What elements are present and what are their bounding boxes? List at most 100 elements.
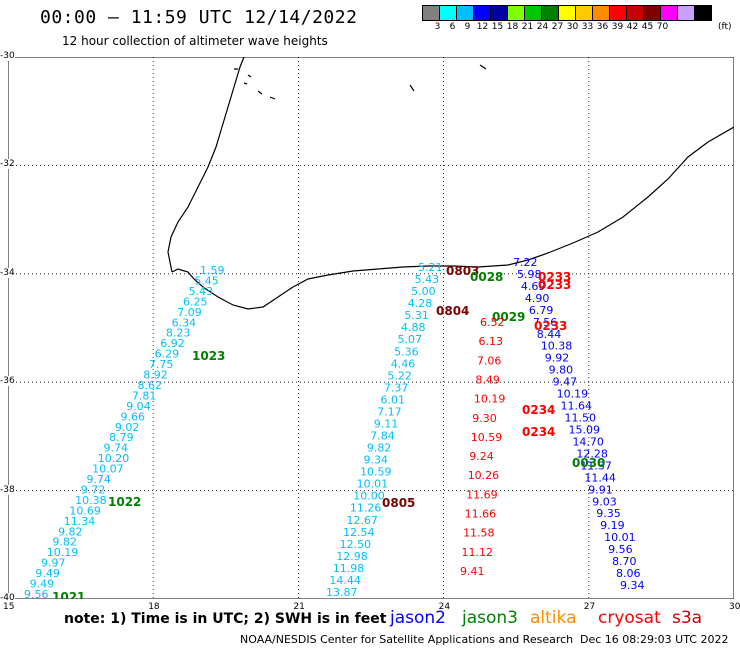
map-title: 00:00 – 11:59 UTC 12/14/2022: [40, 7, 358, 28]
wave-height-label: 6.01: [381, 393, 406, 406]
wave-height-label: 10.38: [75, 494, 107, 507]
colorbar-unit: (ft): [718, 22, 732, 32]
colorbar-swatch: [626, 5, 644, 21]
wave-height-label: 9.92: [545, 352, 570, 365]
colorbar-swatch: [575, 5, 593, 21]
credit-text: NOAA/NESDIS Center for Satellite Applica…: [240, 633, 574, 646]
wave-height-label: 11.37: [580, 459, 612, 472]
satellite-legend-cryosat: cryosat: [598, 608, 661, 628]
wave-height-label: 9.74: [103, 442, 128, 455]
colorbar-tick-label: 18: [506, 22, 519, 32]
longitude-label: 27: [583, 602, 596, 612]
longitude-label: 18: [148, 602, 160, 612]
wave-height-label: 11.50: [565, 412, 597, 425]
wave-height-label: 5.21: [418, 261, 443, 274]
wave-height-label: 11.12: [462, 546, 494, 559]
wave-height-label: 8.49: [475, 373, 500, 386]
longitude-label: 21: [293, 602, 305, 612]
pass-time-label: 0233: [538, 278, 571, 292]
wave-height-label: 9.24: [469, 450, 494, 463]
pass-time-label: 0233: [534, 319, 567, 333]
wave-height-label: 10.69: [69, 504, 101, 517]
wave-height-label: 5.22: [387, 369, 412, 382]
wave-height-label: 5.98: [517, 268, 542, 281]
wave-height-label: 4.90: [525, 292, 550, 305]
colorbar-swatch: [609, 5, 627, 21]
wave-height-label: 8.23: [166, 327, 191, 340]
colorbar-swatch: [558, 5, 576, 21]
wave-height-label: 9.56: [24, 588, 49, 599]
wave-height-label: 10.00: [353, 490, 385, 503]
wave-height-label: 9.74: [86, 473, 111, 486]
pass-time-label: 0234: [522, 403, 555, 417]
wave-height-label: 4.46: [391, 357, 416, 370]
satellite-legend-s3a: s3a: [672, 608, 703, 628]
pass-time-label: 1021: [52, 590, 85, 599]
wave-height-label: 12.98: [336, 550, 368, 563]
latitude-label: -40: [0, 593, 15, 603]
colorbar-tick-label: 30: [566, 22, 579, 32]
wave-height-label: 10.20: [98, 452, 130, 465]
wave-height-label: 9.47: [553, 376, 578, 389]
wave-height-label: 8.79: [109, 431, 133, 444]
satellite-legend-jason2: jason2: [390, 608, 446, 628]
colorbar-swatch: [490, 5, 508, 21]
pass-time-label: 0805: [382, 496, 415, 510]
wave-height-label: 8.70: [612, 555, 637, 568]
latitude-label: -38: [0, 484, 15, 495]
colorbar-tick-label: 42: [626, 22, 639, 32]
map-subtitle: 12 hour collection of altimeter wave hei…: [62, 34, 328, 48]
wave-height-label: 9.34: [363, 454, 388, 467]
colorbar-swatch: [541, 5, 559, 21]
colorbar-labels: 3 6 9 12 15 18 21 24 27 30 33 36 39 42 45 70: [422, 22, 670, 32]
wave-height-label: 10.01: [357, 478, 389, 491]
wave-height-label: 8.06: [616, 567, 641, 580]
colorbar-tick-label: 70: [656, 22, 669, 32]
pass-time-label: 0029: [492, 310, 525, 324]
wave-height-label: 9.82: [58, 525, 82, 538]
wave-height-label: 4.28: [408, 297, 433, 310]
wave-height-label: 9.97: [41, 557, 66, 570]
wave-height-label: 5.43: [415, 273, 440, 286]
wave-height-label: 14.44: [329, 574, 361, 587]
colorbar-swatch: [456, 5, 474, 21]
wave-height-label: 9.35: [596, 507, 621, 520]
pass-time-label: 0233: [538, 270, 571, 284]
wave-height-label: 6.79: [529, 304, 554, 317]
wave-height-label: 10.19: [474, 393, 506, 406]
longitude-label: 30: [729, 602, 740, 612]
wave-height-label: 11.98: [333, 562, 365, 575]
wave-height-label: 6.29: [155, 348, 180, 361]
wave-height-label: 8.92: [143, 369, 168, 382]
wave-height-label: 9.41: [460, 565, 485, 578]
wave-height-label: 10.07: [92, 463, 124, 476]
colorbar-tick-label: 6: [449, 22, 456, 32]
wave-height-label: 9.34: [620, 579, 645, 592]
wave-height-tracks: 1.595.455.436.257.096.348.236.926.297.75…: [24, 256, 645, 599]
wave-height-label: 6.13: [478, 335, 503, 348]
colorbar-tick-label: 24: [536, 22, 549, 32]
pass-time-label: 1023: [192, 349, 225, 363]
wave-height-label: 14.70: [572, 435, 604, 448]
wave-height-label: 5.36: [394, 345, 419, 358]
wave-height-label: 9.49: [30, 578, 55, 591]
wave-height-label: 9.80: [549, 364, 574, 377]
wave-height-label: 11.58: [463, 527, 495, 540]
wave-height-label: 7.81: [132, 389, 157, 402]
colorbar-tick-label: 33: [581, 22, 594, 32]
wave-height-label: 11.44: [584, 471, 616, 484]
pass-time-label: 0028: [470, 270, 503, 284]
colorbar-tick-label: 39: [611, 22, 624, 32]
wave-height-label: 5.31: [404, 309, 429, 322]
longitude-label: 15: [3, 602, 15, 612]
wave-height-label: 11.26: [350, 502, 382, 515]
wave-height-label: 7.22: [513, 256, 538, 269]
wave-height-label: 9.66: [121, 410, 146, 423]
footnote: note: 1) Time is in UTC; 2) SWH is in fe…: [64, 611, 387, 627]
pass-time-label: 0803: [446, 264, 479, 278]
colorbar-swatch: [592, 5, 610, 21]
wave-height-label: 6.25: [183, 295, 208, 308]
wave-height-label: 12.50: [340, 538, 372, 551]
colorbar-swatch: [507, 5, 525, 21]
